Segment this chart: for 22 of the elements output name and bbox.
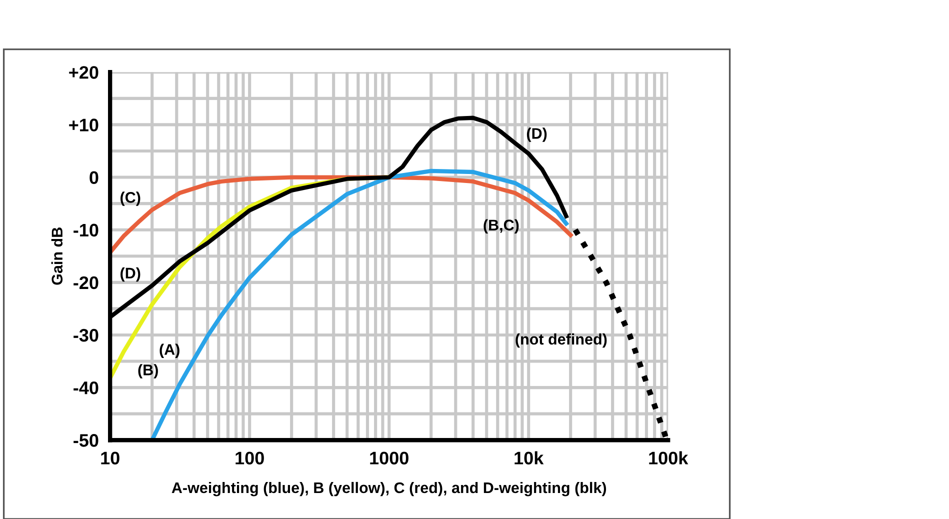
y-tick-label: -30	[74, 328, 98, 342]
y-tick-label: -50	[74, 434, 98, 447]
y-axis-title: Gain dB	[51, 228, 63, 285]
y-tick-label: -20	[74, 276, 98, 290]
x-tick-label: 100	[236, 452, 264, 464]
annotation: (D)	[526, 128, 547, 142]
y-tick-label: 0	[90, 171, 98, 184]
x-tick-label: 10	[101, 452, 120, 464]
y-tick-label: -10	[74, 224, 98, 237]
annotation: (C)	[120, 192, 140, 206]
annotation: (not defined)	[516, 333, 607, 348]
y-tick-label: +20	[69, 66, 98, 79]
annotation: (B,C)	[484, 219, 519, 234]
x-tick-label: 1000	[370, 452, 408, 464]
annotation: (D)	[120, 267, 140, 282]
annotation: (A)	[160, 344, 180, 358]
y-tick-label: +10	[69, 118, 98, 132]
y-tick-label: -40	[74, 381, 98, 394]
annotation: (B)	[138, 364, 158, 378]
x-tick-label: 100k	[649, 451, 688, 464]
x-tick-label: 10k	[514, 451, 544, 464]
x-axis-title: A-weighting (blue), B (yellow), C (red), and D-weighting (blk)	[172, 482, 606, 496]
